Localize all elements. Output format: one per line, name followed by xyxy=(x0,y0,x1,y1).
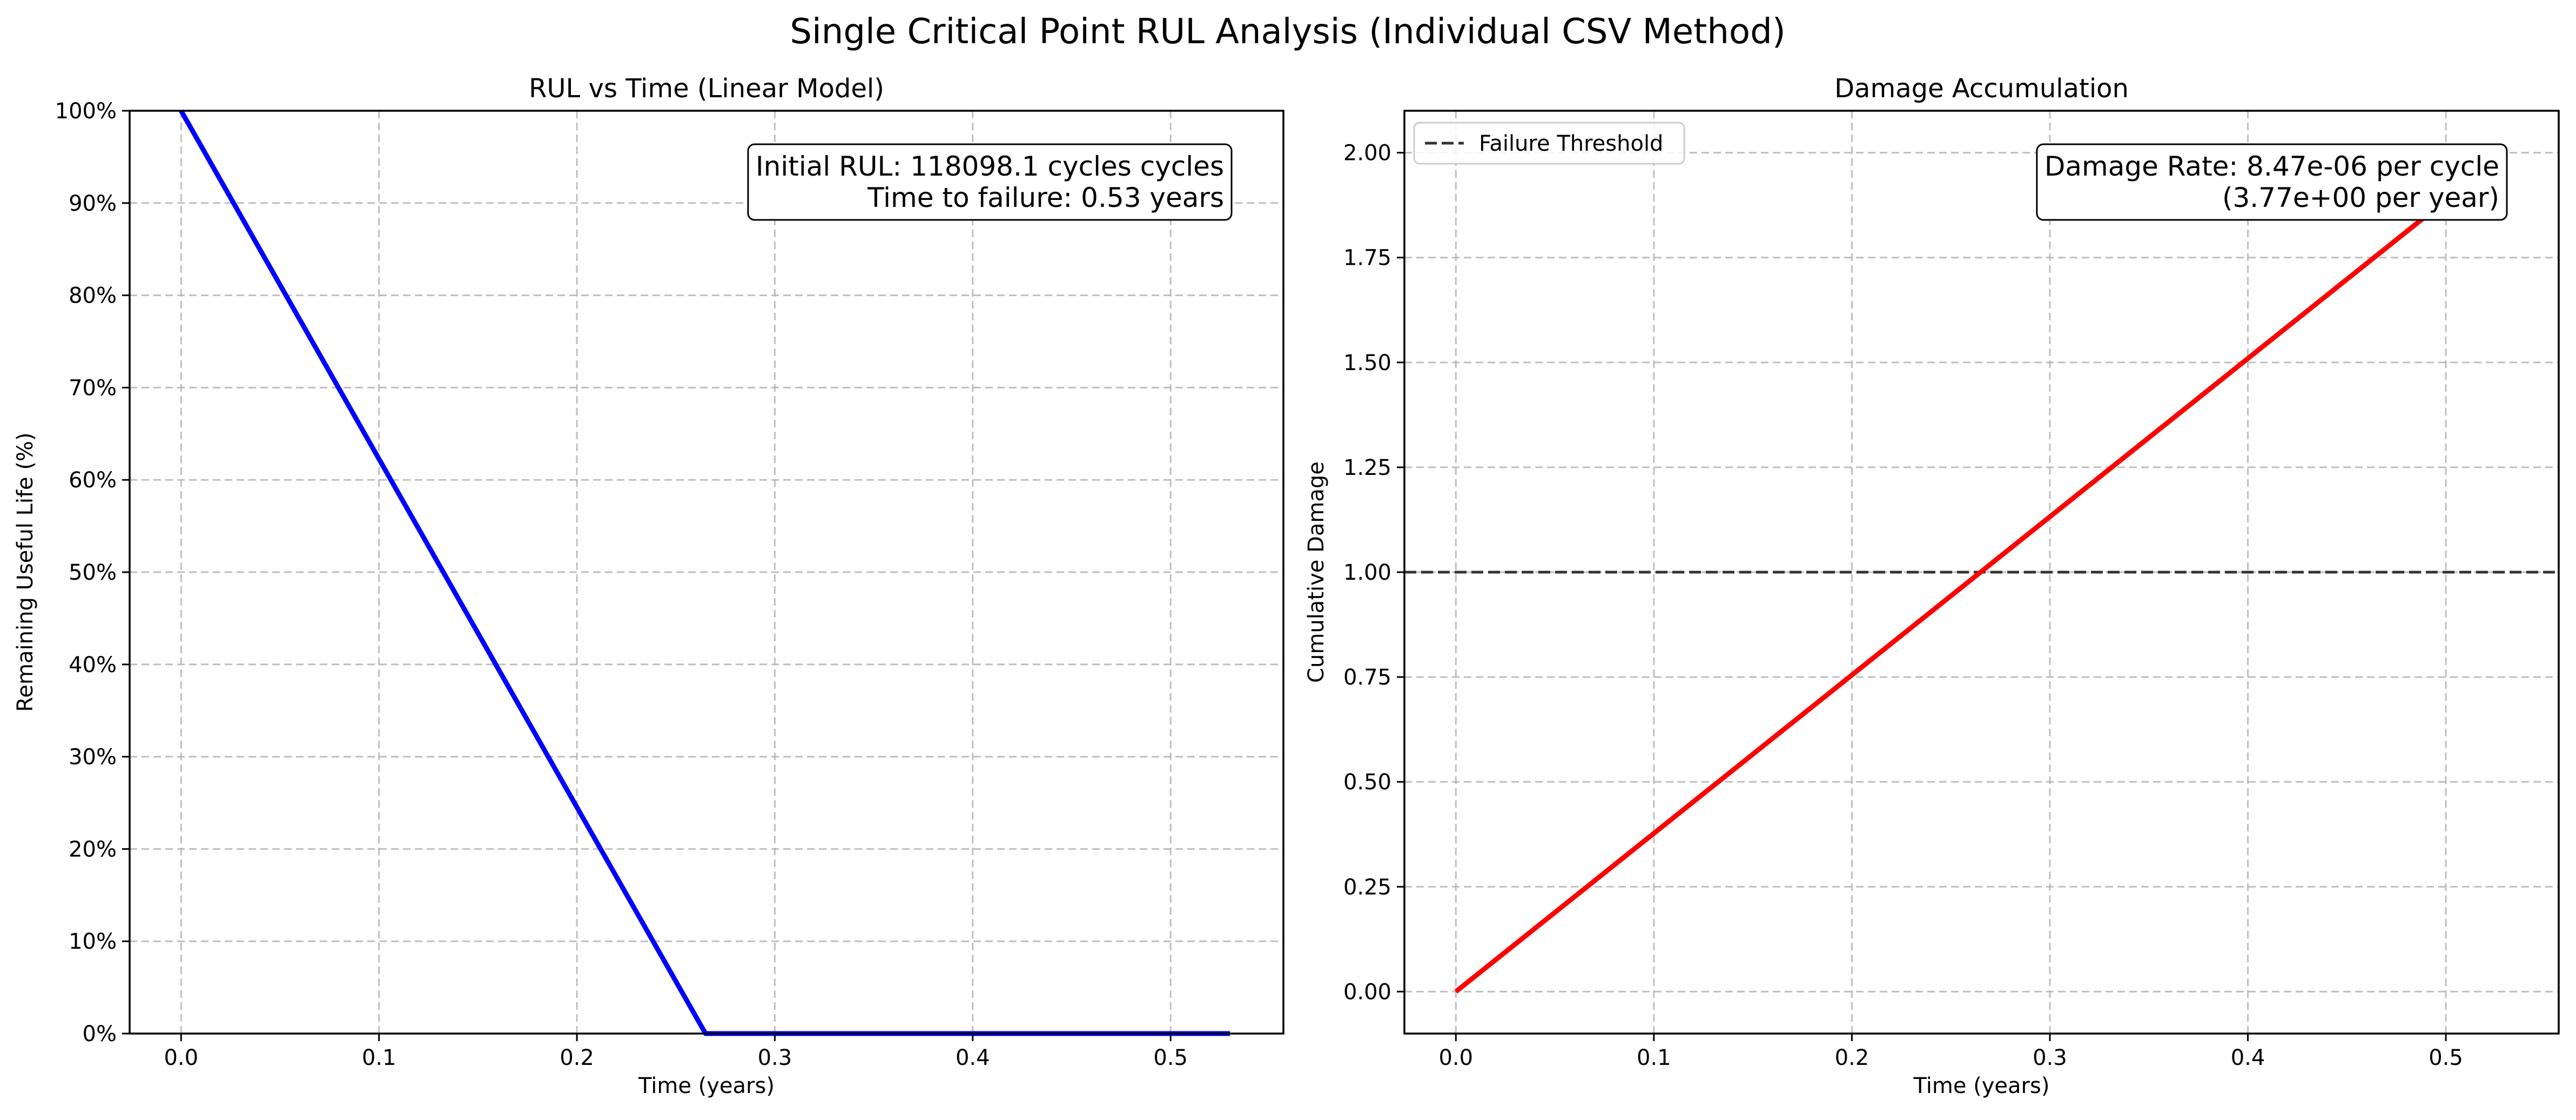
y-tick-label: 80% xyxy=(69,284,117,308)
y-tick-label: 40% xyxy=(69,653,117,678)
annotation-line: Initial RUL: 118098.1 cycles cycles xyxy=(756,151,1224,182)
y-axis-label: Cumulative Damage xyxy=(1304,461,1329,683)
y-tick-label: 90% xyxy=(69,191,117,216)
y-tick-label: 10% xyxy=(69,929,117,954)
x-axis-label: Time (years) xyxy=(638,1074,775,1098)
y-tick-label: 1.00 xyxy=(1343,560,1391,585)
x-tick-label: 0.5 xyxy=(2429,1045,2463,1070)
annotation-line: (3.77e+00 per year) xyxy=(2222,182,2499,213)
y-tick-label: 1.25 xyxy=(1343,455,1391,480)
annotation-line: Damage Rate: 8.47e-06 per cycle xyxy=(2044,151,2499,182)
y-tick-label: 1.75 xyxy=(1343,246,1391,271)
y-tick-label: 1.50 xyxy=(1343,351,1391,375)
series-line xyxy=(1454,151,2507,994)
y-tick-label: 60% xyxy=(69,468,117,493)
y-tick-label: 0.50 xyxy=(1343,770,1391,795)
x-tick-label: 0.4 xyxy=(2231,1045,2265,1070)
y-tick-label: 100% xyxy=(55,99,117,124)
damage-panel: 0.0 0.1 0.2 0.3 0.4 0.5 0.00 0.25 0.50 0.75 1.00 1.… xyxy=(1304,73,2560,1098)
x-tick-label: 0.0 xyxy=(1438,1045,1473,1070)
y-tick-label: 0.00 xyxy=(1343,980,1391,1004)
y-axis-label: Remaining Useful Life (%) xyxy=(13,432,38,712)
x-tick-label: 0.2 xyxy=(1835,1045,1869,1070)
legend-box xyxy=(1413,122,1685,165)
x-tick-label: 0.0 xyxy=(164,1045,198,1070)
y-tick-label: 50% xyxy=(69,560,117,585)
y-tick-label: 20% xyxy=(69,837,117,862)
x-tick-label: 0.3 xyxy=(2033,1045,2067,1070)
x-tick-label: 0.3 xyxy=(758,1045,792,1070)
y-tick-label: 2.00 xyxy=(1343,141,1391,166)
annotation-box xyxy=(2036,143,2508,221)
rul-panel: 0.0 0.1 0.2 0.3 0.4 0.5 0% 10% 20% 30% 40% 50% 60% 70… xyxy=(13,73,1284,1098)
x-tick-label: 0.1 xyxy=(362,1045,396,1070)
figure-suptitle: Single Critical Point RUL Analysis (Indi… xyxy=(790,12,1785,52)
annotation-line: Time to failure: 0.53 years xyxy=(867,182,1224,213)
y-tick-label: 0.75 xyxy=(1343,665,1391,690)
x-tick-label: 0.4 xyxy=(956,1045,990,1070)
annotation-box xyxy=(747,143,1233,221)
x-tick-label: 0.2 xyxy=(560,1045,594,1070)
legend-label: Failure Threshold xyxy=(1479,131,1663,156)
y-tick-label: 70% xyxy=(69,375,117,400)
panel-title: RUL vs Time (Linear Model) xyxy=(529,73,884,104)
y-tick-label: 0.25 xyxy=(1343,875,1391,900)
x-tick-label: 0.1 xyxy=(1637,1045,1671,1070)
y-tick-label: 30% xyxy=(69,745,117,770)
panel-title: Damage Accumulation xyxy=(1834,73,2129,104)
y-tick-label: 0% xyxy=(83,1022,117,1047)
x-axis-label: Time (years) xyxy=(1913,1074,2050,1098)
x-tick-label: 0.5 xyxy=(1153,1045,1188,1070)
